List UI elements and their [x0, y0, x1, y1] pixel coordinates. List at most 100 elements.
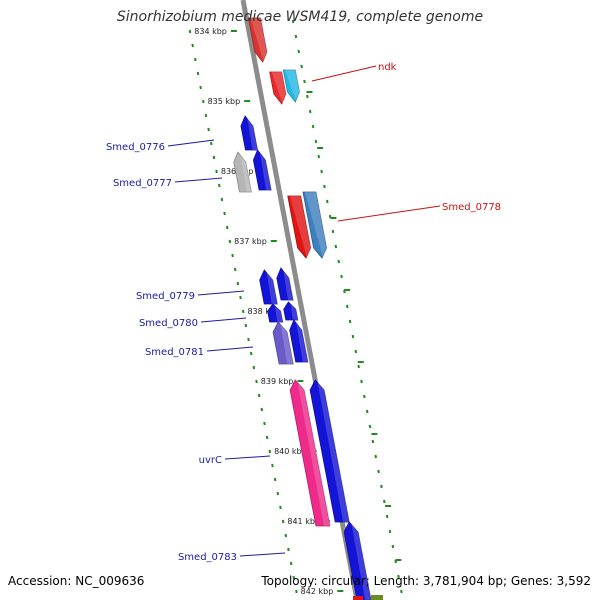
- ring-dot: [228, 239, 232, 244]
- gene-arrow: [276, 267, 294, 301]
- gene-smed_0777: [233, 151, 254, 193]
- gene-arrow-highlight: [280, 322, 296, 364]
- kbp-tick-label: 841 kbp: [287, 517, 320, 526]
- gene-label-leader: [197, 290, 245, 296]
- ring-dot: [252, 365, 256, 370]
- ring-dot: [326, 199, 329, 204]
- gene-label: Smed_0780: [139, 318, 198, 329]
- ring-dot: [383, 499, 386, 504]
- gene-feature: [276, 267, 295, 301]
- ring-dot: [380, 484, 383, 489]
- ring-dot: [334, 244, 338, 249]
- gene-fragment: [371, 595, 383, 600]
- ring-dot: [308, 109, 312, 114]
- ring-dot: [233, 267, 237, 272]
- ring-dot: [217, 183, 221, 188]
- genes-layer: ndk Smed_0776 Smed_0777 Smed_0778 Smed_0779 S…: [106, 17, 501, 600]
- ring-dot: [207, 127, 210, 132]
- gene-arrow: [289, 319, 309, 363]
- ring-dot: [391, 544, 395, 549]
- map-band: [150, 0, 460, 600]
- gene-label-leader: [167, 139, 215, 147]
- gene-arrow-highlight: [351, 522, 373, 600]
- kbp-tick-label: 842 kbp: [301, 587, 334, 596]
- ring-dot: [374, 454, 378, 459]
- ring-dot: [260, 407, 264, 412]
- gene-arrow-highlight: [266, 270, 280, 304]
- gene-arrow-highlight: [250, 18, 269, 62]
- map-title: Sinorhizobium medicae WSM419, complete g…: [116, 9, 484, 25]
- gene-arrow-highlight: [285, 70, 302, 102]
- ring-dot: [348, 319, 352, 324]
- gene-arrow-highlight: [295, 320, 310, 362]
- gene-label: uvrC: [199, 455, 222, 466]
- ring-dot: [236, 281, 240, 286]
- ring-dot: [345, 304, 349, 309]
- ring-dot: [297, 49, 301, 54]
- ring-dot: [317, 154, 321, 159]
- kbp-tick-label: 835 kbp: [208, 97, 241, 106]
- ring-dot: [279, 505, 282, 510]
- ring-dot: [191, 43, 194, 48]
- ring-dot: [371, 439, 375, 444]
- ring-dot: [289, 561, 293, 566]
- ring-dot: [300, 64, 303, 69]
- ring-dot: [363, 394, 366, 399]
- ring-dot: [265, 435, 269, 440]
- ring-dot: [306, 94, 309, 99]
- ring-dot: [397, 574, 400, 579]
- ring-dot: [311, 124, 315, 129]
- gene-smed_0778: [287, 195, 313, 259]
- gene-feature: [252, 149, 274, 191]
- gene-label-leader: [337, 205, 441, 222]
- ring-dot: [365, 409, 369, 414]
- ring-dot: [241, 309, 245, 314]
- gene-label: Smed_0776: [106, 142, 165, 153]
- gene-arrow: [252, 149, 272, 191]
- inner-dotted-ring: [188, 29, 298, 594]
- ring-dot: [247, 337, 250, 342]
- ring-dot: [340, 274, 343, 279]
- gene-arrow-highlight: [289, 196, 313, 258]
- gene-arrow-highlight: [259, 150, 274, 190]
- ring-dot: [212, 155, 216, 160]
- ring-dot: [257, 393, 261, 398]
- ring-dot: [323, 184, 326, 189]
- ring-dot: [331, 229, 335, 234]
- gene-smed_0776: [240, 115, 260, 151]
- genome-summary: Topology: circular; Length: 3,781,904 bp…: [261, 574, 591, 588]
- kbp-tick-label: 834 kbp: [194, 27, 227, 36]
- ring-dot: [255, 379, 258, 384]
- ring-dot: [263, 421, 266, 426]
- gene-label-leader: [311, 65, 377, 82]
- gene-arrow-highlight: [290, 302, 300, 320]
- gene-label-leader: [200, 317, 247, 323]
- gene-arrow: [269, 71, 287, 105]
- ring-dot: [284, 533, 288, 538]
- gene-feature: [282, 69, 302, 103]
- ring-dot: [328, 214, 332, 219]
- outer-dotted-ring: [291, 19, 403, 594]
- ring-dot: [239, 295, 242, 300]
- gene-arrow: [289, 379, 331, 527]
- ring-dot: [220, 197, 224, 202]
- ring-dot: [291, 19, 295, 24]
- kbp-tick-label: 838 kbp: [247, 307, 280, 316]
- gene-feature: [289, 319, 310, 363]
- ring-dot: [196, 71, 200, 76]
- ring-dot: [249, 351, 253, 356]
- ring-dot: [281, 519, 285, 524]
- ring-dot: [194, 57, 197, 62]
- gene-smed_0781: [272, 321, 296, 365]
- gene-arrow-highlight: [297, 380, 332, 526]
- gene-fragment: [353, 596, 363, 600]
- gene-label-leader: [239, 552, 286, 557]
- gene-ndk: [269, 71, 288, 105]
- ring-dot: [271, 463, 274, 468]
- gene-arrow: [282, 69, 300, 103]
- ring-dot: [268, 449, 272, 454]
- ring-dot: [188, 29, 192, 34]
- ring-dot: [377, 469, 380, 474]
- gene-arrow-highlight: [282, 268, 295, 300]
- gene-label: Smed_0777: [113, 178, 172, 189]
